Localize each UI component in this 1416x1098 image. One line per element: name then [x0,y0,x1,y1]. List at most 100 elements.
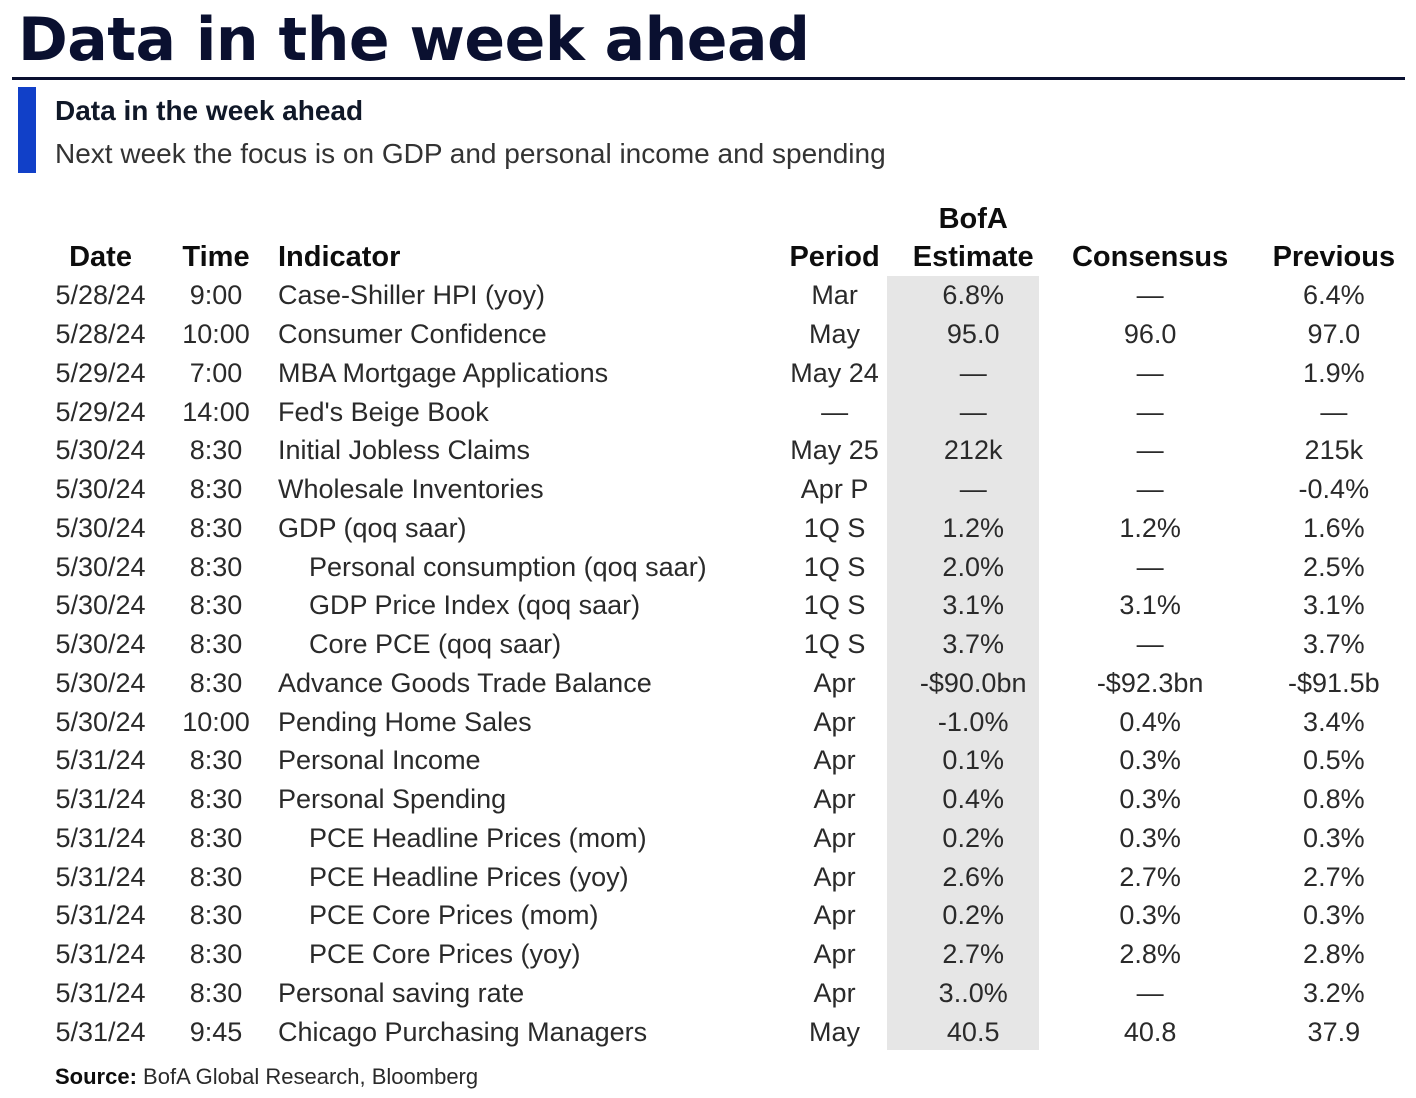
table-header-row: Date Time Indicator Period BofA Estimate… [44,198,1416,276]
table-row: 5/30/24 8:30 Personal consumption (qoq saa… [44,547,1416,586]
cell-bofa-estimate: -$90.0bn [919,667,1027,698]
cell-date: 5/29/24 [55,357,146,388]
cell-previous: 6.4% [1303,280,1365,311]
cell-previous: -0.4% [1298,474,1370,505]
cell-date: 5/30/24 [55,435,146,466]
cell-time: 8:30 [189,474,243,505]
cell-period: May 24 [790,357,879,388]
cell-bofa-estimate: — [959,396,987,427]
cell-indicator: GDP (qoq saar) [277,512,467,543]
table-row: 5/31/24 8:30 PCE Core Prices (yoy) Apr 2.7% 2… [44,935,1416,974]
cell-consensus: -$92.3bn [1096,667,1204,698]
header-consensus: Consensus [1071,241,1229,273]
cell-consensus: 0.3% [1119,822,1181,853]
cell-previous: 37.9 [1307,1016,1361,1047]
cell-consensus: 0.3% [1119,784,1181,815]
cell-date: 5/30/24 [55,512,146,543]
cell-bofa-estimate: — [959,474,987,505]
cell-consensus: 96.0 [1123,319,1177,350]
cell-consensus: — [1136,551,1164,582]
economic-calendar-table: Date Time Indicator Period BofA Estimate… [44,198,1416,1051]
cell-date: 5/30/24 [55,551,146,582]
cell-previous: 1.6% [1303,512,1365,543]
section-accent-bar [18,87,36,173]
cell-bofa-estimate: — [959,357,987,388]
header-bofa-estimate: BofA Estimate [898,198,1049,276]
page-title: Data in the week ahead [18,5,810,75]
table-row: 5/28/24 10:00 Consumer Confidence May 95.0 96… [44,315,1416,354]
cell-time: 8:30 [189,900,243,931]
cell-previous: 0.3% [1303,822,1365,853]
cell-period: Apr [813,939,856,970]
cell-bofa-estimate: 40.5 [946,1016,1000,1047]
cell-period: 1Q S [803,551,866,582]
cell-previous: 3.7% [1303,629,1365,660]
cell-indicator: PCE Headline Prices (yoy) [308,861,629,892]
table-row: 5/30/24 8:30 Initial Jobless Claims May 25 2… [44,431,1416,470]
table-body: 5/28/24 9:00 Case-Shiller HPI (yoy) Mar 6.8%… [44,276,1416,1051]
cell-previous: 0.8% [1303,784,1365,815]
cell-previous: 0.5% [1303,745,1365,776]
cell-time: 9:00 [189,280,243,311]
cell-period: Apr [813,706,856,737]
cell-date: 5/31/24 [55,900,146,931]
cell-previous: — [1320,396,1348,427]
table-row: 5/31/24 8:30 PCE Core Prices (mom) Apr 0.2% 0… [44,896,1416,935]
cell-consensus: — [1136,977,1164,1008]
cell-consensus: — [1136,280,1164,311]
cell-time: 8:30 [189,629,243,660]
cell-date: 5/30/24 [55,474,146,505]
source-label: Source: [55,1064,137,1089]
cell-indicator: Consumer Confidence [277,319,547,350]
cell-date: 5/30/24 [55,629,146,660]
cell-period: May [809,1016,861,1047]
cell-bofa-estimate: 1.2% [942,512,1004,543]
cell-date: 5/31/24 [55,784,146,815]
section-title: Data in the week ahead [55,95,364,126]
header-previous: Previous [1272,241,1396,273]
cell-indicator: Chicago Purchasing Managers [277,1016,648,1047]
cell-consensus: — [1136,357,1164,388]
cell-consensus: — [1136,474,1164,505]
cell-bofa-estimate: 6.8% [942,280,1004,311]
cell-period: 1Q S [803,629,866,660]
cell-indicator: PCE Headline Prices (mom) [308,822,647,853]
cell-period: Apr P [800,474,869,505]
cell-period: Apr [813,900,856,931]
cell-indicator: Core PCE (qoq saar) [308,629,562,660]
cell-time: 7:00 [189,357,243,388]
cell-bofa-estimate: 3.7% [942,629,1004,660]
cell-consensus: 0.3% [1119,900,1181,931]
cell-indicator: Pending Home Sales [277,706,532,737]
cell-period: 1Q S [803,512,866,543]
cell-bofa-estimate: 95.0 [946,319,1000,350]
cell-time: 8:30 [189,861,243,892]
cell-date: 5/30/24 [55,706,146,737]
source-note: Source: BofA Global Research, Bloomberg [55,1064,478,1090]
cell-indicator: Advance Goods Trade Balance [277,667,652,698]
cell-indicator: Case-Shiller HPI (yoy) [277,280,546,311]
table-row: 5/31/24 8:30 Personal Income Apr 0.1% 0.3% 0.5… [44,741,1416,780]
cell-previous: 0.3% [1303,900,1365,931]
cell-indicator: GDP Price Index (qoq saar) [308,590,641,621]
cell-previous: -$91.5b [1288,667,1380,698]
cell-previous: 2.7% [1303,861,1365,892]
cell-time: 8:30 [189,745,243,776]
cell-indicator: Initial Jobless Claims [277,435,531,466]
cell-date: 5/31/24 [55,1016,146,1047]
cell-previous: 215k [1304,435,1364,466]
table-row: 5/29/24 7:00 MBA Mortgage Applications May … [44,354,1416,393]
cell-consensus: 2.8% [1119,939,1181,970]
table-row: 5/30/24 8:30 Wholesale Inventories Apr P — — -… [44,470,1416,509]
table-row: 5/31/24 8:30 Personal saving rate Apr 3..0% —… [44,974,1416,1013]
cell-previous: 3.1% [1303,590,1365,621]
cell-date: 5/31/24 [55,822,146,853]
cell-period: Apr [813,784,856,815]
cell-previous: 3.2% [1303,977,1365,1008]
cell-period: — [821,396,849,427]
cell-consensus: 40.8 [1123,1016,1177,1047]
cell-time: 8:30 [189,939,243,970]
title-divider [12,77,1405,80]
table-row: 5/31/24 8:30 PCE Headline Prices (mom) Apr 0… [44,819,1416,858]
cell-time: 10:00 [182,319,250,350]
